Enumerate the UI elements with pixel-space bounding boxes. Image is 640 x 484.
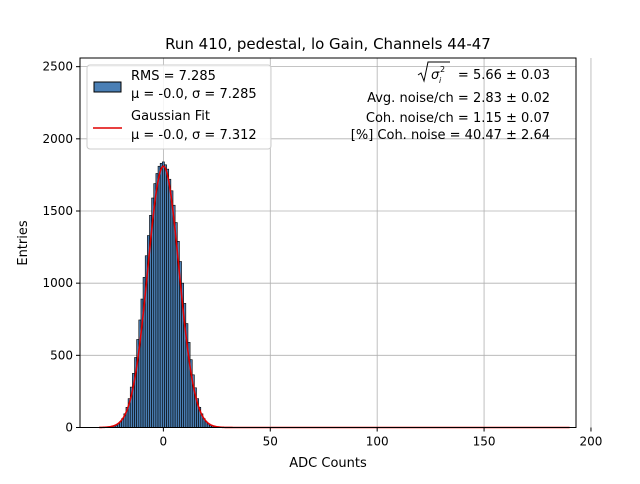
y-tick-label: 1000 [42, 276, 73, 290]
legend-histogram-label: RMS = 7.285 [131, 69, 216, 84]
y-tick-label: 0 [65, 421, 73, 435]
histogram-bar [171, 191, 173, 428]
y-tick-label: 2500 [42, 60, 73, 74]
histogram-bar [160, 163, 162, 427]
y-tick-label: 2000 [42, 132, 73, 146]
y-tick-label: 1500 [42, 204, 73, 218]
legend-fit-label: Gaussian Fit [131, 109, 210, 124]
histogram-bar [156, 173, 158, 427]
legend: RMS = 7.285 μ = -0.0, σ = 7.285 Gaussian… [87, 65, 271, 149]
histogram-bar [154, 184, 156, 428]
coh-noise-pct-label: [%] Coh. noise = 40.47 ± 2.64 [351, 128, 550, 143]
coh-noise-label: Coh. noise/ch = 1.15 ± 0.07 [366, 111, 550, 126]
histogram-bar [158, 166, 160, 427]
histogram-bar [164, 165, 166, 428]
x-tick-label: 50 [263, 435, 278, 449]
histogram-bar [173, 205, 175, 427]
avg-noise-label: Avg. noise/ch = 2.83 ± 0.02 [367, 91, 550, 106]
x-tick-label: 0 [160, 435, 168, 449]
legend-fit-stats: μ = -0.0, σ = 7.312 [131, 128, 257, 143]
sigma-superscript-glyph: 2 [440, 65, 445, 74]
x-tick-label: 150 [473, 435, 496, 449]
y-axis-label: Entries [16, 220, 31, 266]
sigma-label-value: = 5.66 ± 0.03 [458, 68, 550, 83]
histogram-bar [167, 169, 169, 427]
x-axis-label: ADC Counts [289, 456, 367, 471]
histogram-bar [169, 179, 171, 427]
x-tick-label: 100 [366, 435, 389, 449]
legend-histogram-stats: μ = -0.0, σ = 7.285 [131, 87, 257, 102]
y-tick-label: 500 [50, 348, 73, 362]
chart-title: Run 410, pedestal, lo Gain, Channels 44-… [165, 35, 491, 53]
legend-histogram-swatch [94, 82, 121, 92]
x-tick-label: 200 [580, 435, 603, 449]
histogram-bar [162, 162, 164, 428]
